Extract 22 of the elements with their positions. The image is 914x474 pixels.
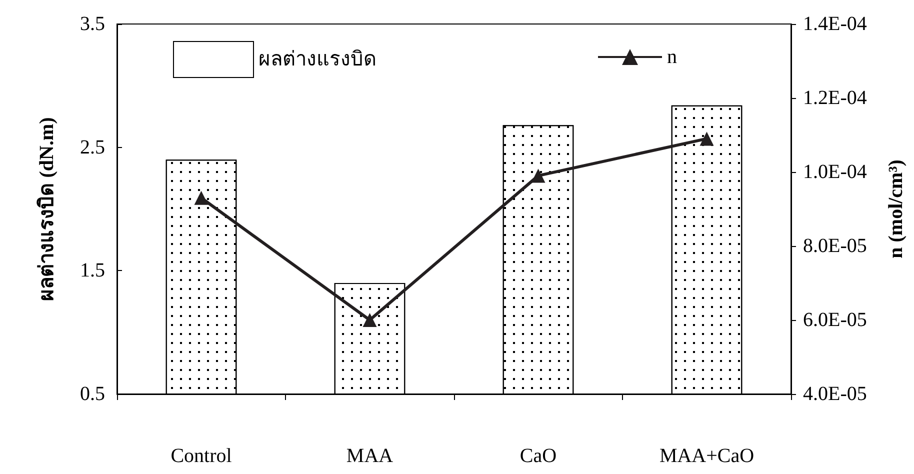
y2-tick-label: 4.0E-05 [803,383,867,405]
x-tick-label: Control [170,445,232,467]
y2-tick-label: 8.0E-05 [803,235,867,257]
x-tick-label: CaO [520,445,557,467]
y2-tick-label: 1.2E-04 [803,87,867,109]
legend-label: ผลต่างแรงบิด [258,48,376,70]
point [700,132,714,146]
y2-axis-title: n (mol/cm³) [885,160,907,258]
y-tick-label: 2.5 [80,136,105,158]
point [362,313,377,327]
y-axis-title: ผลต่างแรงบิด (dN.m) [36,117,58,301]
legend-label: n [667,46,677,68]
y-tick-label: 3.5 [80,13,105,35]
point [531,168,546,183]
y-tick-label: 0.5 [80,383,105,405]
x-tick-label: MAA+CaO [659,445,754,467]
point [194,190,208,205]
y2-tick-label: 6.0E-05 [803,309,867,331]
y2-tick-label: 1.0E-04 [803,161,867,183]
y-tick-label: 1.5 [80,260,105,282]
y2-tick-label: 1.4E-04 [803,13,867,35]
x-tick-label: MAA [346,445,394,467]
